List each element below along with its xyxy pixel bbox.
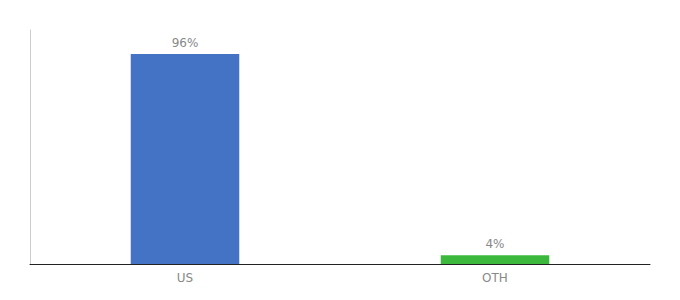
svg-text:96%: 96% (172, 36, 199, 50)
svg-text:4%: 4% (485, 237, 504, 251)
svg-text:OTH: OTH (482, 271, 508, 285)
svg-text:US: US (177, 271, 193, 285)
